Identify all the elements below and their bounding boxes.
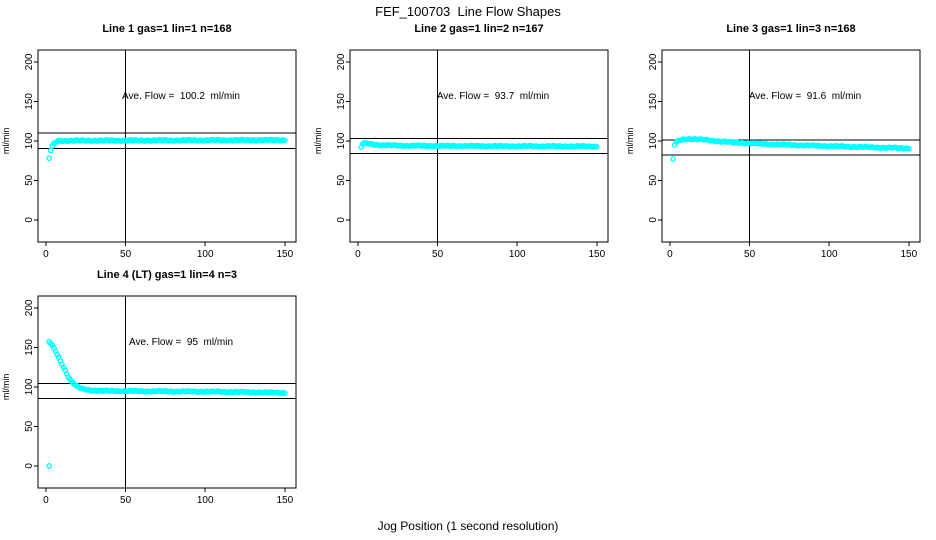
svg-text:150: 150 [277, 495, 294, 506]
empty-cell [312, 268, 624, 514]
svg-text:0: 0 [648, 217, 659, 223]
svg-text:50: 50 [336, 174, 347, 186]
svg-text:150: 150 [901, 249, 918, 260]
svg-text:0: 0 [336, 217, 347, 223]
svg-text:0: 0 [24, 217, 35, 223]
plot-canvas-line-1: 0 50 100 150 0 50 100 150 200 ml/min [1, 49, 297, 260]
svg-text:150: 150 [24, 339, 35, 356]
svg-text:200: 200 [336, 53, 347, 70]
svg-text:100: 100 [24, 132, 35, 149]
svg-text:50: 50 [24, 420, 35, 432]
svg-text:200: 200 [648, 53, 659, 70]
subplot-title-line-4: Line 4 (LT) gas=1 lin=4 n=3 [96, 269, 238, 281]
ave-flow-annotation-line-2: Ave. Flow = 93.7 ml/min [436, 91, 550, 102]
svg-text:50: 50 [648, 174, 659, 186]
subplot-grid: Line 1 gas=1 lin=1 n=168 0 50 100 150 0 50 100… [0, 22, 936, 514]
plot-canvas-line-4: 0 50 100 150 0 50 100 150 200 ml/min [1, 295, 297, 506]
svg-text:50: 50 [120, 249, 132, 260]
svg-text:100: 100 [24, 378, 35, 395]
ave-flow-annotation-line-1: Ave. Flow = 100.2 ml/min [122, 91, 240, 102]
svg-text:100: 100 [336, 132, 347, 149]
main-title: FEF_100703 Line Flow Shapes [375, 4, 561, 19]
subplot-line-1: Line 1 gas=1 lin=1 n=168 0 50 100 150 0 50 100… [0, 22, 312, 268]
svg-text:100: 100 [509, 249, 526, 260]
svg-text:200: 200 [24, 53, 35, 70]
svg-text:150: 150 [277, 249, 294, 260]
svg-text:50: 50 [24, 174, 35, 186]
svg-text:0: 0 [24, 463, 35, 469]
subplot-title-line-3: Line 3 gas=1 lin=3 n=168 [726, 23, 856, 35]
svg-text:0: 0 [355, 249, 361, 260]
svg-text:ml/min: ml/min [313, 128, 323, 155]
svg-text:50: 50 [432, 249, 444, 260]
plot-canvas-line-2: 0 50 100 150 0 50 100 150 200 ml/min [313, 49, 609, 260]
svg-text:0: 0 [43, 495, 49, 506]
ave-flow-annotation-line-3: Ave. Flow = 91.6 ml/min [748, 91, 862, 102]
svg-text:150: 150 [648, 93, 659, 110]
svg-text:50: 50 [120, 495, 132, 506]
plot-canvas-line-3: 0 50 100 150 0 50 100 150 200 ml/min [625, 49, 921, 260]
subplot-line-3: Line 3 gas=1 lin=3 n=168 0 50 100 150 0 50 100… [624, 22, 936, 268]
svg-text:ml/min: ml/min [1, 374, 11, 401]
ave-flow-annotation-line-4: Ave. Flow = 95 ml/min [128, 337, 234, 348]
svg-text:100: 100 [197, 249, 214, 260]
svg-text:ml/min: ml/min [625, 128, 635, 155]
svg-text:50: 50 [744, 249, 756, 260]
svg-text:100: 100 [648, 132, 659, 149]
subplot-line-4: Line 4 (LT) gas=1 lin=4 n=3 0 50 100 150 0 50… [0, 268, 312, 514]
svg-text:ml/min: ml/min [1, 128, 11, 155]
svg-text:100: 100 [197, 495, 214, 506]
svg-text:200: 200 [24, 299, 35, 316]
svg-text:100: 100 [821, 249, 838, 260]
subplot-title-line-1: Line 1 gas=1 lin=1 n=168 [102, 23, 232, 35]
subplot-title-line-2: Line 2 gas=1 lin=2 n=167 [414, 23, 544, 35]
svg-text:150: 150 [589, 249, 606, 260]
subplot-line-2: Line 2 gas=1 lin=2 n=167 0 50 100 150 0 50 100… [312, 22, 624, 268]
svg-text:0: 0 [667, 249, 673, 260]
x-axis-label: Jog Position (1 second resolution) [377, 519, 559, 533]
svg-text:0: 0 [43, 249, 49, 260]
svg-text:150: 150 [336, 93, 347, 110]
empty-cell [624, 268, 936, 514]
svg-text:150: 150 [24, 93, 35, 110]
